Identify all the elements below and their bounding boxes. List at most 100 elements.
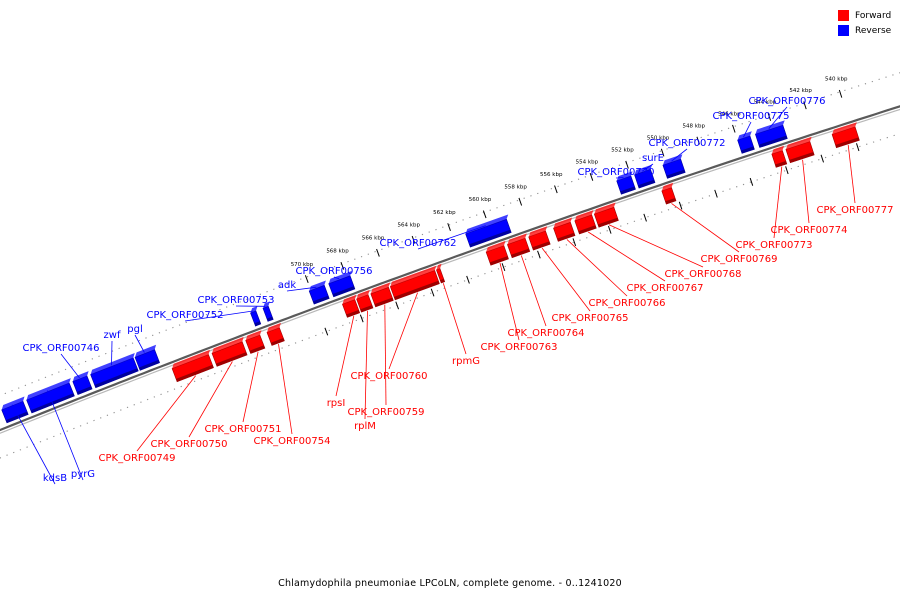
forward-gene-label-16: CPK_ORF00751 xyxy=(205,424,282,435)
reverse-gene-label-7: adk xyxy=(278,280,296,291)
forward-gene-label-12: CPK_ORF00759 xyxy=(348,407,425,418)
scale-tick xyxy=(838,89,843,98)
forward-leader-line xyxy=(499,262,520,341)
scale-tick-label: 546 kbp xyxy=(718,111,741,117)
forward-gene-label-11: CPK_ORF00760 xyxy=(351,371,428,382)
reverse-gene-label-4: CPK_ORF00770 xyxy=(578,167,655,178)
reverse-gene-label-8: CPK_ORF00753 xyxy=(198,295,275,306)
forward-gene-label-0: CPK_ORF00777 xyxy=(817,205,894,216)
reverse-leader-line xyxy=(184,310,253,322)
forward-gene-label-9: CPK_ORF00763 xyxy=(481,342,558,353)
forward-gene-label-18: CPK_ORF00749 xyxy=(99,453,176,464)
scale-tick-inner xyxy=(714,189,718,198)
forward-leader-line xyxy=(278,344,293,435)
scale-tick-label: 562 kbp xyxy=(433,210,456,216)
forward-gene-13 xyxy=(356,289,374,313)
scale-tick-inner xyxy=(678,201,683,210)
scale-tick-label: 548 kbp xyxy=(683,123,706,129)
reverse-gene-4 xyxy=(616,171,636,195)
forward-leader-line xyxy=(671,203,740,253)
reverse-gene-13 xyxy=(26,378,75,414)
reverse-gene-label-6: CPK_ORF00756 xyxy=(296,266,373,277)
reverse-gene-label-14: kdsB xyxy=(43,473,67,484)
forward-gene-16 xyxy=(245,330,266,354)
scale-tick-inner xyxy=(324,327,329,336)
scale-tick-inner xyxy=(359,314,364,323)
forward-leader-line xyxy=(442,283,467,355)
scale-tick xyxy=(732,124,736,133)
scale-tick xyxy=(696,136,700,145)
reverse-gene-10 xyxy=(134,344,160,371)
forward-leader-line xyxy=(587,231,666,282)
forward-gene-5 xyxy=(574,210,597,235)
genome-backbone-shadow xyxy=(0,108,900,434)
forward-gene-label-13: rplM xyxy=(354,421,376,432)
scale-tick xyxy=(376,248,380,257)
reverse-gene-label-9: CPK_ORF00752 xyxy=(147,310,224,321)
forward-leader-line xyxy=(136,375,197,452)
scale-tick xyxy=(340,261,345,270)
scale-tick-label: 552 kbp xyxy=(611,147,634,153)
forward-gene-label-8: CPK_ORF00764 xyxy=(508,328,585,339)
forward-gene-label-3: CPK_ORF00769 xyxy=(701,254,778,265)
reverse-leader-line xyxy=(417,225,486,250)
forward-gene-label-14: rpsI xyxy=(327,398,346,409)
forward-gene-18 xyxy=(171,349,214,383)
scale-tick xyxy=(411,235,416,244)
scale-tick-label: 556 kbp xyxy=(540,172,563,178)
forward-leader-line xyxy=(388,292,418,370)
forward-leader-line xyxy=(847,144,856,204)
scale-tick-label: 566 kbp xyxy=(362,236,385,242)
reverse-leader-line xyxy=(60,353,80,379)
reverse-leader-line xyxy=(333,276,340,280)
reverse-gene-label-13: pyrG xyxy=(71,469,95,480)
reverse-gene-14 xyxy=(1,396,29,424)
forward-leader-line xyxy=(608,224,704,268)
scale-tick-inner xyxy=(856,143,860,152)
forward-gene-label-4: CPK_ORF00768 xyxy=(665,269,742,280)
forward-strand-guide xyxy=(0,133,900,459)
legend-reverse-label: Reverse xyxy=(855,25,892,36)
forward-leader-line xyxy=(566,239,628,297)
forward-gene-17 xyxy=(211,336,248,367)
forward-gene-1 xyxy=(785,136,815,164)
forward-leader-line xyxy=(364,310,368,420)
reverse-leader-line xyxy=(47,390,84,481)
reverse-gene-7 xyxy=(308,280,330,305)
scale-tick xyxy=(447,223,451,231)
scale-tick xyxy=(767,113,772,121)
scale-tick xyxy=(304,275,309,283)
scale-tick-inner xyxy=(572,238,577,247)
scale-tick-inner xyxy=(537,250,541,259)
forward-gene-label-6: CPK_ORF00766 xyxy=(589,298,666,309)
forward-leader-line xyxy=(773,166,783,239)
forward-gene-label-2: CPK_ORF00773 xyxy=(736,240,813,251)
reverse-swatch xyxy=(838,25,849,36)
reverse-gene-label-11: zwf xyxy=(104,330,121,341)
forward-gene-14 xyxy=(342,294,361,318)
forward-gene-10 xyxy=(436,263,446,284)
forward-gene-label-5: CPK_ORF00767 xyxy=(627,283,704,294)
reverse-leader-line xyxy=(111,340,113,366)
forward-gene-label-7: CPK_ORF00765 xyxy=(552,313,629,324)
forward-gene-6 xyxy=(553,217,576,242)
scale-tick-label: 570 kbp xyxy=(291,262,314,268)
reverse-leader-line xyxy=(615,177,624,179)
reverse-gene-label-12: CPK_ORF00746 xyxy=(23,343,100,354)
forward-gene-label-15: CPK_ORF00754 xyxy=(254,436,331,447)
scale-tick xyxy=(518,197,523,206)
scale-tick-inner xyxy=(501,263,506,272)
forward-gene-label-17: CPK_ORF00750 xyxy=(151,439,228,450)
forward-gene-9 xyxy=(485,240,509,266)
reverse-gene-9 xyxy=(250,306,262,327)
forward-gene-label-1: CPK_ORF00774 xyxy=(771,225,848,236)
forward-leader-line xyxy=(541,247,591,312)
reverse-gene-12 xyxy=(72,371,93,395)
forward-leader-line xyxy=(520,255,547,327)
forward-leader-line xyxy=(188,361,233,438)
forward-leader-line xyxy=(384,304,387,406)
reverse-gene-label-5: CPK_ORF00762 xyxy=(380,238,457,249)
scale-tick-inner xyxy=(820,154,825,163)
scale-tick xyxy=(589,172,594,181)
reverse-leader-line xyxy=(743,121,752,138)
